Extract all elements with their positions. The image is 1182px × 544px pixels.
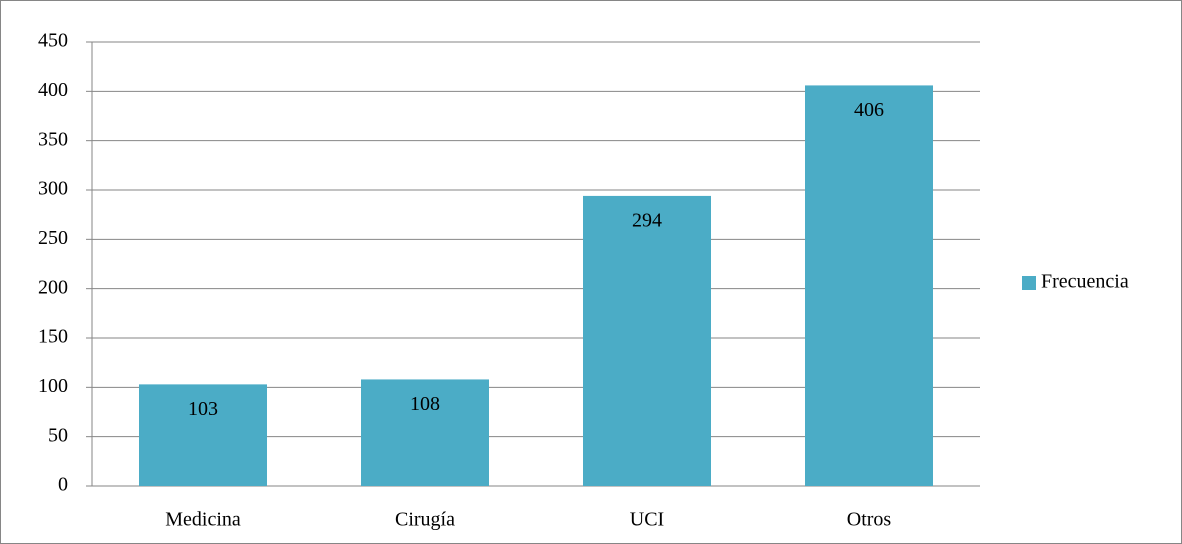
x-tick-label: Otros xyxy=(847,509,892,531)
bar xyxy=(361,379,489,486)
y-tick-label: 400 xyxy=(38,79,68,101)
x-tick-label: UCI xyxy=(630,509,664,531)
y-tick-label: 300 xyxy=(38,178,68,200)
legend-swatch xyxy=(1022,276,1036,290)
bar xyxy=(139,384,267,486)
y-tick-label: 100 xyxy=(38,375,68,397)
data-label: 406 xyxy=(854,99,884,121)
data-label: 294 xyxy=(632,210,662,232)
y-tick-label: 150 xyxy=(38,326,68,348)
y-tick-label: 450 xyxy=(38,30,68,52)
y-tick-label: 50 xyxy=(48,424,68,446)
bar xyxy=(583,195,711,487)
y-tick-label: 250 xyxy=(38,227,68,249)
y-tick-label: 200 xyxy=(38,276,68,298)
data-label: 108 xyxy=(410,393,440,415)
x-tick-label: Cirugía xyxy=(395,509,455,531)
y-tick-label: 0 xyxy=(58,474,68,496)
legend-label: Frecuencia xyxy=(1041,271,1129,293)
bar xyxy=(805,85,933,486)
data-label: 103 xyxy=(188,398,218,420)
y-tick-label: 350 xyxy=(38,128,68,150)
x-tick-label: Medicina xyxy=(165,509,241,531)
